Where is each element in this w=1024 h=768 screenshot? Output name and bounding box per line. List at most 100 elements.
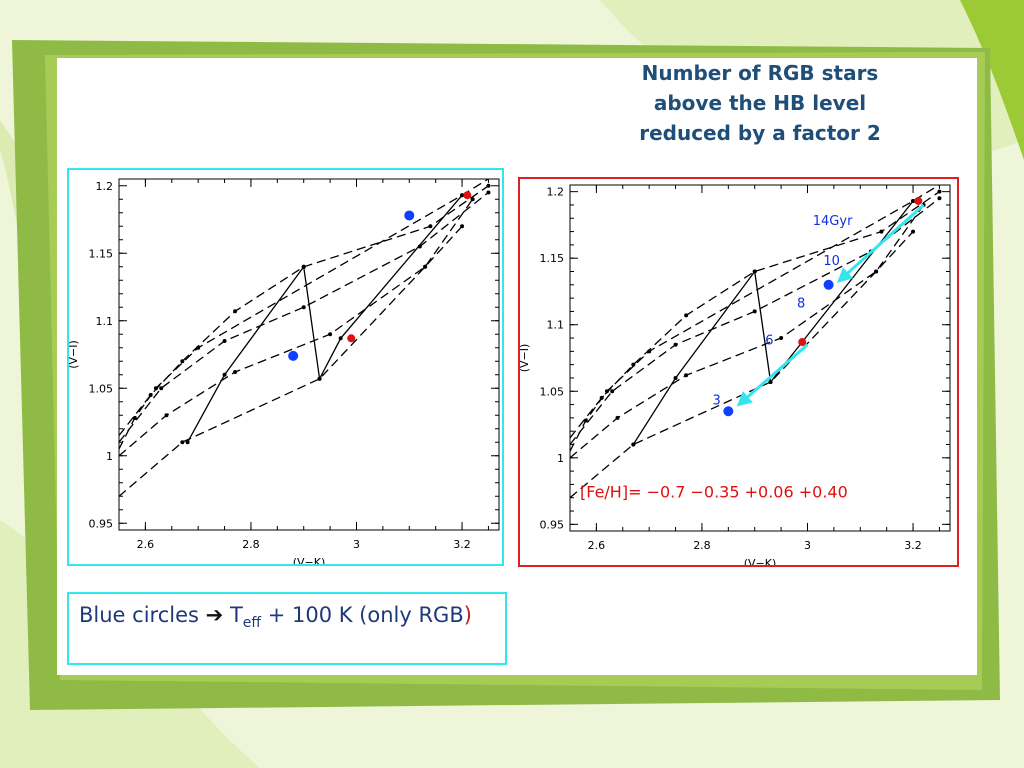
x-axis-label: (V−K)	[744, 557, 777, 565]
line-vertex	[301, 264, 306, 269]
line-vertex	[937, 196, 942, 201]
note-subscript: eff	[242, 615, 262, 632]
line-vertex	[317, 376, 322, 381]
blue-data-point	[288, 350, 299, 361]
hb-level-line	[187, 194, 463, 443]
y-tick-label: 1.2	[96, 180, 114, 193]
right-chart: 2.6 2.8 3 3.2 0.95 1 1.05 1.1 1.15 1.2 (V−K) (V−I) 1…	[518, 184, 951, 570]
y-tick-label: 0.95	[89, 517, 114, 530]
line-vertex	[937, 189, 942, 194]
line-vertex	[752, 269, 757, 274]
y-tick-label: 1.15	[89, 247, 114, 260]
line-vertex	[428, 224, 433, 229]
y-axis-label: (V−I)	[520, 344, 531, 373]
age-annotation: 14Gyr	[813, 214, 853, 229]
line-vertex	[159, 386, 164, 391]
x-tick-label: 3	[804, 539, 811, 552]
plot-frame	[118, 178, 500, 531]
right-arrow-icon: ➔	[205, 603, 224, 627]
line-vertex	[301, 305, 306, 310]
line-vertex	[460, 193, 465, 198]
title-line-3: reduced by a factor 2	[639, 121, 881, 145]
isochrone-line	[570, 197, 940, 445]
y-axis-label: (V−I)	[69, 340, 80, 369]
y-tick-label: 1.2	[547, 186, 565, 199]
line-vertex	[684, 373, 689, 378]
isochrone-line	[570, 204, 925, 459]
left-chart: 2.6 2.8 3 3.2 0.95 1 1.05 1.1 1.15 1.2 (V−K) (V−I)	[67, 178, 500, 569]
line-vertex	[631, 362, 636, 367]
line-vertex	[164, 413, 169, 418]
age-annotation: 3	[713, 394, 721, 409]
isochrone-line	[570, 185, 941, 452]
line-vertex	[222, 372, 227, 377]
line-vertex	[470, 197, 475, 202]
y-tick-label: 0.95	[540, 518, 565, 531]
slide-title: Number of RGB stars above the HB level r…	[600, 58, 920, 148]
plot-frame	[569, 184, 951, 532]
age-annotation: 6	[765, 334, 773, 349]
y-tick-label: 1.15	[540, 252, 565, 265]
line-vertex	[684, 313, 689, 318]
red-data-point	[798, 338, 807, 347]
line-vertex	[423, 264, 428, 269]
line-vertex	[911, 198, 916, 203]
line-vertex	[874, 269, 879, 274]
red-data-point	[347, 334, 356, 343]
line-vertex	[610, 389, 615, 394]
x-tick-label: 2.6	[588, 539, 606, 552]
y-tick-label: 1.05	[540, 385, 565, 398]
line-vertex	[673, 342, 678, 347]
line-vertex	[631, 442, 636, 447]
line-vertex	[148, 393, 153, 397]
cyan-arrow	[736, 343, 809, 407]
isochrone-line	[570, 191, 940, 439]
isochrone-line	[119, 191, 489, 443]
right-chart-panel: 2.6 2.8 3 3.2 0.95 1 1.05 1.1 1.15 1.2 (V−K) (V−I) 1…	[518, 177, 959, 570]
x-axis-label: (V−K)	[293, 556, 326, 564]
title-line-1: Number of RGB stars	[641, 61, 879, 85]
x-tick-label: 3	[353, 538, 360, 551]
line-vertex	[486, 190, 491, 195]
y-tick-label: 1	[106, 450, 113, 463]
line-vertex	[752, 309, 757, 314]
red-data-point	[914, 196, 923, 205]
line-vertex	[328, 332, 333, 337]
line-vertex	[132, 415, 137, 420]
note-text-before: Blue circles	[79, 603, 199, 627]
cyan-arrow	[836, 203, 925, 283]
line-vertex	[673, 375, 678, 380]
x-tick-label: 2.8	[242, 538, 260, 551]
y-tick-label: 1	[557, 452, 564, 465]
line-vertex	[911, 229, 916, 234]
blue-data-point	[723, 406, 734, 417]
note-text-after: + 100 K (only RGB	[261, 603, 464, 627]
line-vertex	[460, 224, 465, 229]
metallicity-legend: [Fe/H]= −0.7 −0.35 +0.06 +0.40	[580, 483, 848, 502]
line-vertex	[599, 395, 604, 400]
note-paren: )	[463, 603, 472, 627]
line-vertex	[486, 183, 491, 188]
line-vertex	[879, 229, 884, 234]
isochrone-line	[119, 179, 490, 450]
line-vertex	[779, 336, 784, 341]
line-vertex	[185, 440, 190, 445]
x-tick-label: 3.2	[453, 538, 471, 551]
line-vertex	[583, 418, 588, 423]
line-vertex	[222, 339, 227, 343]
isochrone-line	[119, 185, 489, 436]
note-t: T	[229, 603, 243, 627]
y-tick-label: 1.1	[96, 315, 114, 328]
isochrone-line	[570, 231, 914, 499]
isochrone-line	[119, 225, 463, 497]
title-line-2: above the HB level	[653, 91, 867, 115]
plot-lines	[119, 179, 491, 497]
x-tick-label: 2.8	[693, 539, 711, 552]
line-vertex	[233, 309, 238, 314]
line-vertex	[180, 440, 185, 445]
line-vertex	[233, 370, 238, 375]
line-vertex	[615, 415, 620, 420]
line-vertex	[180, 359, 185, 364]
y-tick-label: 1.05	[89, 382, 114, 395]
note-box: Blue circles ➔ Teff + 100 K (only RGB)	[67, 592, 507, 665]
